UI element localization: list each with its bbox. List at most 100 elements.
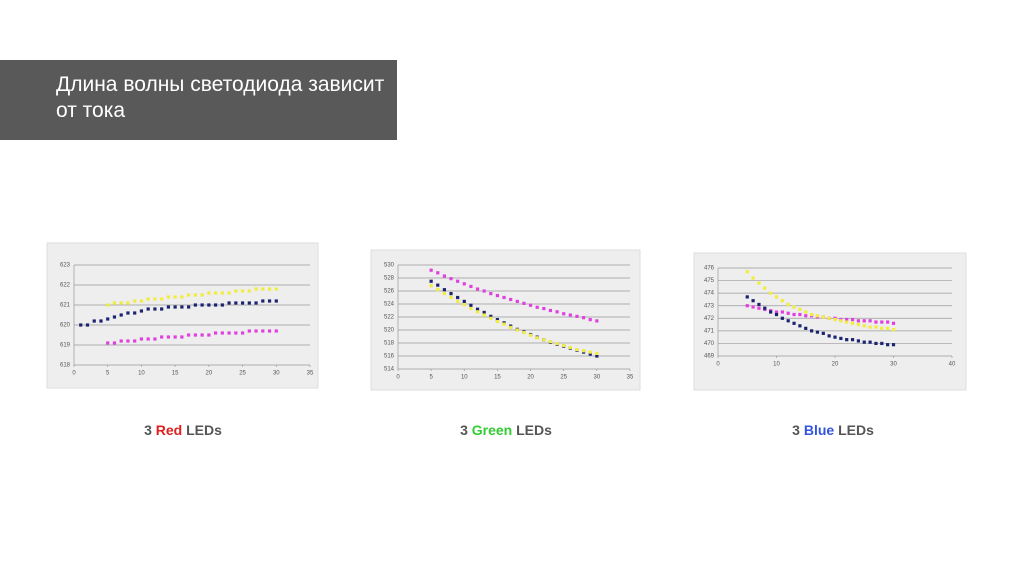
- x-tick-label: 35: [627, 375, 634, 381]
- data-point: [139, 309, 144, 313]
- data-point: [274, 299, 278, 303]
- caption: 3 Blue LEDs: [792, 422, 874, 438]
- data-point: [821, 331, 825, 335]
- data-point: [595, 354, 599, 358]
- data-point: [588, 352, 592, 356]
- data-point: [482, 289, 486, 293]
- data-point: [207, 291, 211, 295]
- data-point: [495, 293, 500, 298]
- data-point: [99, 319, 103, 323]
- data-point: [436, 288, 440, 292]
- data-point: [119, 301, 123, 305]
- data-point: [254, 329, 258, 333]
- data-point: [886, 320, 890, 324]
- data-point: [751, 276, 755, 280]
- chart: 469 470 471 472 473 474 475 476 0 10 20 30 40 3 Blue …: [693, 252, 967, 438]
- data-point: [502, 295, 506, 300]
- data-point: [146, 307, 150, 311]
- data-point: [804, 326, 808, 330]
- x-tick-label: 25: [239, 371, 246, 377]
- data-point: [774, 312, 779, 317]
- data-point: [515, 328, 519, 332]
- data-point: [886, 343, 890, 347]
- data-point: [227, 301, 231, 305]
- data-point: [880, 326, 884, 330]
- data-point: [509, 325, 513, 329]
- data-point: [757, 302, 761, 307]
- x-tick-label: 0: [396, 375, 400, 381]
- data-point: [180, 305, 184, 309]
- data-point: [868, 340, 872, 344]
- data-point: [261, 329, 265, 333]
- data-point: [153, 297, 157, 301]
- data-point: [827, 316, 831, 320]
- data-point: [891, 343, 896, 347]
- data-point: [469, 284, 473, 289]
- y-tick-label: 622: [60, 283, 71, 289]
- x-tick-label: 25: [560, 375, 567, 381]
- data-point: [126, 339, 130, 343]
- data-point: [234, 301, 238, 305]
- data-point: [588, 350, 592, 354]
- data-point: [220, 331, 224, 335]
- y-tick-label: 471: [704, 328, 715, 334]
- data-point: [868, 319, 872, 323]
- data-point: [240, 331, 245, 335]
- data-point: [595, 351, 599, 355]
- data-point: [798, 307, 802, 312]
- caption-rest: LEDs: [838, 422, 874, 438]
- caption-count: 3: [792, 422, 800, 438]
- data-point: [780, 310, 784, 314]
- data-point: [166, 335, 170, 339]
- chart-panel: [46, 242, 319, 389]
- data-point: [489, 314, 493, 318]
- data-point: [153, 337, 157, 341]
- data-point: [119, 313, 123, 317]
- data-point: [261, 299, 265, 303]
- data-point: [214, 331, 218, 335]
- chart-panel: [370, 249, 641, 391]
- data-point: [475, 310, 480, 314]
- data-point: [845, 338, 849, 342]
- caption-color-word: Red: [156, 422, 182, 438]
- y-tick-label: 474: [704, 291, 715, 297]
- data-point: [810, 329, 814, 333]
- data-point: [874, 325, 878, 329]
- data-point: [482, 310, 486, 315]
- y-tick-label: 618: [60, 363, 71, 369]
- data-point: [568, 345, 572, 350]
- data-point: [187, 305, 191, 309]
- data-point: [133, 299, 137, 303]
- y-tick-label: 514: [384, 367, 395, 373]
- data-point: [139, 337, 144, 341]
- data-point: [774, 310, 779, 314]
- data-point: [827, 334, 831, 338]
- data-point: [856, 339, 860, 343]
- data-point: [891, 328, 896, 332]
- x-tick-label: 0: [72, 371, 76, 377]
- caption-color-word: Blue: [804, 422, 835, 438]
- data-point: [880, 320, 884, 324]
- data-point: [106, 341, 110, 345]
- data-point: [792, 305, 796, 309]
- data-point: [475, 307, 480, 311]
- data-point: [429, 279, 433, 283]
- data-point: [780, 299, 784, 303]
- data-point: [146, 297, 150, 301]
- data-point: [850, 321, 855, 325]
- data-point: [535, 336, 539, 340]
- data-point: [868, 325, 872, 329]
- x-tick-label: 20: [206, 371, 213, 377]
- data-point: [133, 339, 137, 343]
- caption: 3 Green LEDs: [460, 422, 552, 438]
- data-point: [126, 311, 130, 315]
- data-point: [193, 333, 197, 337]
- data-point: [166, 295, 170, 299]
- data-point: [187, 293, 191, 297]
- data-point: [267, 299, 272, 303]
- data-point: [133, 311, 137, 315]
- data-point: [429, 268, 433, 272]
- data-point: [891, 321, 896, 325]
